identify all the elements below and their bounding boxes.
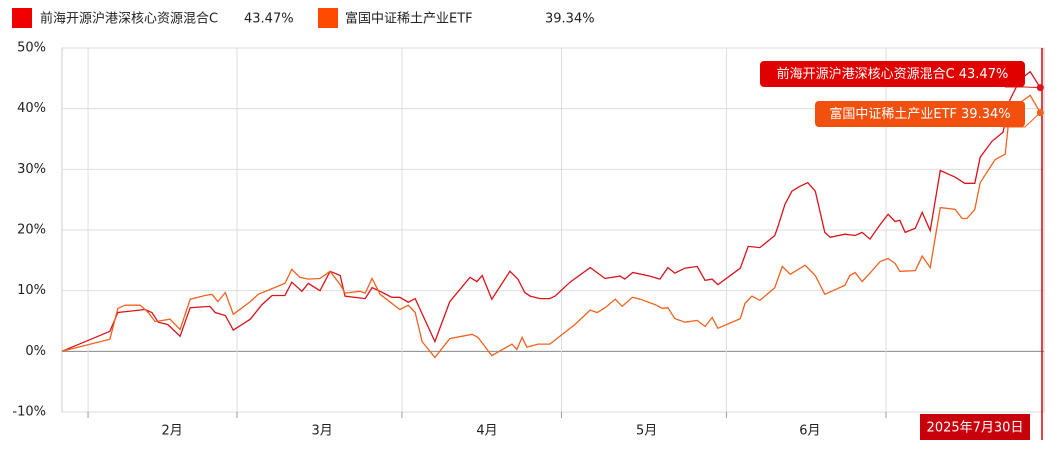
grid: -10% 0% 10% 20% 30% 40% 50% 2月 3月 4月 5月 6月 (12, 41, 1045, 439)
callout-name: 富国中证稀土产业ETF (829, 106, 957, 122)
x-tick-label: 3月 (311, 424, 332, 439)
legend: 前海开源沪港深核心资源混合C 43.47% 富国中证稀土产业ETF 39.34% (12, 8, 595, 28)
callout-connector (1005, 86, 1041, 89)
y-tick-label: 20% (17, 223, 46, 238)
legend-label: 富国中证稀土产业ETF (345, 11, 473, 27)
series-line (61, 70, 1041, 352)
y-tick-label: 0% (25, 344, 46, 359)
y-tick-label: 10% (17, 283, 46, 298)
end-point (1036, 84, 1044, 92)
y-tick-label: 30% (17, 162, 46, 177)
callout-box (760, 61, 1025, 87)
y-tick-label: -10% (12, 405, 46, 420)
callout-name: 前海开源沪港深核心资源混合C (777, 66, 955, 82)
legend-swatch (318, 8, 338, 28)
callout-value: 43.47% (959, 67, 1009, 82)
legend-value: 39.34% (545, 12, 595, 27)
date-tag: 2025年7月30日 (927, 421, 1024, 436)
callout-label: 前海开源沪港深核心资源混合C 43.47% (777, 66, 1009, 82)
y-tick-label: 50% (17, 41, 46, 56)
series-line (61, 94, 1041, 359)
callout-box (815, 101, 1025, 127)
end-point (1036, 109, 1044, 117)
callout-value: 39.34% (961, 107, 1011, 122)
x-tick-label: 5月 (636, 424, 657, 439)
legend-label: 前海开源沪港深核心资源混合C (40, 11, 218, 27)
lines (61, 70, 1041, 359)
x-tick-label: 4月 (476, 424, 497, 439)
callout-label: 富国中证稀土产业ETF 39.34% (829, 106, 1010, 122)
x-tick-label: 6月 (799, 424, 820, 439)
date-tag-box (920, 414, 1030, 440)
x-tick-label: 2月 (161, 424, 182, 439)
y-tick-label: 40% (17, 101, 46, 116)
legend-swatch (12, 8, 32, 28)
overlay: 2025年7月30日 前海开源沪港深核心资源混合C 43.47% 富国中证稀土产业ET… (760, 48, 1044, 440)
legend-value: 43.47% (244, 12, 294, 27)
